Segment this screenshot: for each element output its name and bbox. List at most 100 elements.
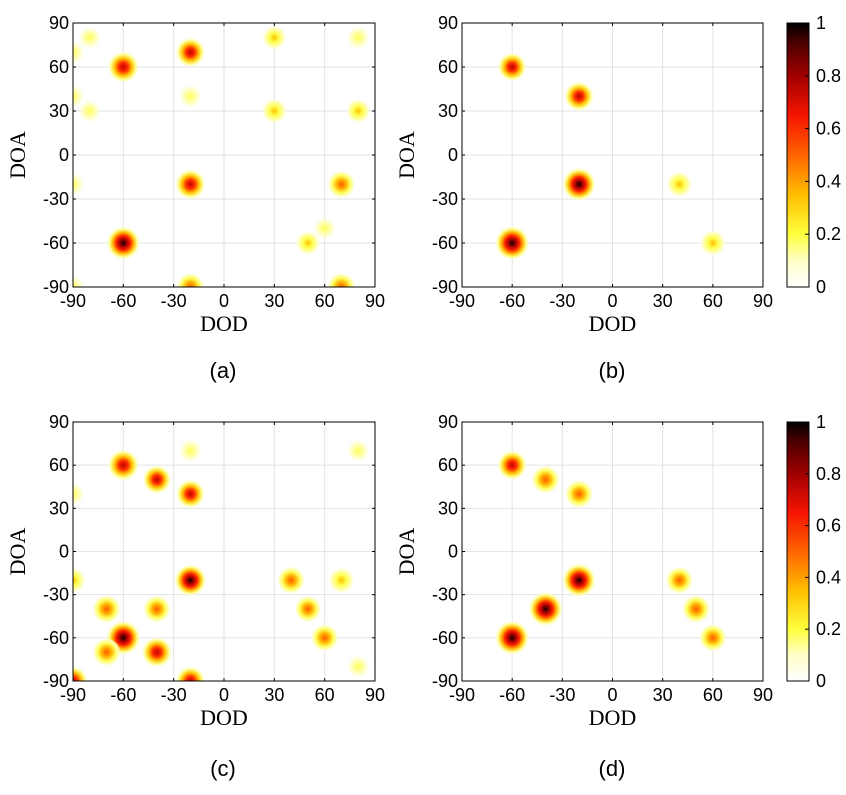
colorbar-tick-label: 0.6 (816, 119, 841, 139)
colorbar-tick-label: 0.2 (816, 619, 841, 639)
colorbar-gradient (786, 421, 810, 682)
x-axis-label: DOD (200, 705, 248, 730)
x-tick-label: -60 (499, 291, 525, 311)
heatmap-peak (92, 595, 121, 624)
x-tick-label: 30 (653, 685, 673, 705)
x-axis-label: DOD (589, 311, 637, 336)
heatmap-peak (347, 655, 370, 678)
heatmap-peak (277, 566, 305, 594)
colorbar-tick-label: 0.8 (816, 464, 841, 484)
heatmap-peak (327, 273, 356, 287)
heatmap-peak (73, 85, 85, 108)
x-tick-label: -60 (110, 685, 136, 705)
panel-caption: (b) (599, 358, 626, 383)
y-tick-label: 0 (59, 145, 69, 165)
heatmap-peak (328, 567, 355, 594)
colorbar-tick-label: 0.4 (816, 567, 841, 587)
heatmap-peak (78, 99, 101, 123)
y-tick-label: 0 (448, 145, 458, 165)
x-tick-label: 60 (315, 291, 335, 311)
x-tick-label: -30 (549, 291, 575, 311)
heatmap-peak (175, 37, 206, 68)
heatmap-peak (175, 666, 206, 681)
heatmap-peak (178, 439, 203, 463)
heatmap-peak (141, 637, 173, 668)
heatmap-peak (262, 25, 287, 50)
heatmap-layer (462, 422, 763, 681)
colorbar: 0 0.2 0.4 0.6 0.8 1 (786, 412, 841, 691)
y-axis-label: DOA (394, 131, 419, 179)
x-tick-label: -30 (549, 685, 575, 705)
x-tick-label: 60 (703, 685, 723, 705)
heatmap-peak (562, 167, 596, 202)
heatmap-peak (73, 666, 88, 681)
x-tick-label: 60 (315, 685, 335, 705)
heatmap-panel: -90 -60 -30 0 30 60 90 -90 -60 -30 0 30 60 90 DOD DOA (b… (394, 13, 841, 383)
heatmap-peak (107, 51, 139, 83)
x-tick-label: 90 (753, 291, 773, 311)
heatmap-peak (494, 620, 530, 656)
y-tick-label: -60 (432, 233, 458, 253)
colorbar-tick-label: 0 (816, 277, 826, 297)
heatmap-peak (497, 52, 527, 82)
x-tick-label: 30 (264, 685, 284, 705)
heatmap-layer (73, 23, 375, 287)
y-axis-label: DOA (5, 131, 30, 179)
x-tick-label: 60 (703, 291, 723, 311)
heatmap-peak (564, 81, 594, 112)
y-tick-label: 30 (438, 498, 458, 518)
heatmap-peak (700, 230, 726, 256)
x-tick-label: -90 (449, 685, 475, 705)
heatmap-peak (666, 171, 693, 198)
x-tick-label: -90 (60, 291, 86, 311)
heatmap-peak (531, 465, 560, 494)
x-tick-label: -90 (449, 291, 475, 311)
heatmap-peak (347, 439, 370, 462)
y-tick-label: -30 (43, 585, 69, 605)
y-axis-label: DOA (394, 528, 419, 576)
x-tick-label: -60 (499, 685, 525, 705)
heatmap-peak (261, 98, 287, 124)
y-tick-label: 0 (448, 542, 458, 562)
heatmap-peak (142, 465, 172, 494)
x-tick-label: -60 (110, 291, 136, 311)
colorbar-gradient (786, 22, 810, 288)
x-tick-label: 0 (607, 685, 617, 705)
heatmap-peak (73, 567, 86, 594)
y-tick-label: -30 (43, 189, 69, 209)
heatmap-peak (346, 26, 370, 50)
y-tick-label: -30 (432, 585, 458, 605)
heatmap-peak (528, 591, 563, 627)
x-tick-label: 90 (753, 685, 773, 705)
heatmap-peak (327, 170, 356, 198)
colorbar-tick-label: 0.2 (816, 224, 841, 244)
x-tick-label: -90 (60, 685, 86, 705)
panel-caption: (a) (210, 358, 237, 383)
y-tick-label: -60 (43, 628, 69, 648)
y-tick-label: -30 (432, 189, 458, 209)
heatmap-peak (176, 479, 205, 509)
heatmap-peak (294, 595, 322, 623)
heatmap-peak (497, 450, 527, 480)
heatmap-peak (311, 624, 339, 652)
y-tick-label: 60 (49, 57, 69, 77)
y-tick-label: 90 (438, 13, 458, 33)
colorbar-tick-label: 0 (816, 671, 826, 691)
heatmap-panel: -90 -60 -30 0 30 60 90 -90 -60 -30 0 30 60 90 DOD DOA (c… (5, 412, 385, 781)
x-axis-label: DOD (589, 705, 637, 730)
colorbar-tick-label: 0.8 (816, 66, 841, 86)
heatmap-peak (92, 638, 121, 667)
y-tick-label: 60 (49, 455, 69, 475)
y-tick-label: -90 (43, 277, 69, 297)
heatmap-peak (494, 225, 530, 261)
heatmap-peak (178, 84, 203, 108)
heatmap-peak (73, 40, 85, 64)
y-tick-label: 90 (438, 412, 458, 432)
heatmap-peak (78, 26, 101, 49)
colorbar-tick-label: 1 (816, 412, 826, 432)
x-tick-label: -30 (161, 291, 187, 311)
x-tick-label: -30 (161, 685, 187, 705)
x-tick-label: 90 (365, 685, 385, 705)
y-tick-label: 60 (438, 57, 458, 77)
